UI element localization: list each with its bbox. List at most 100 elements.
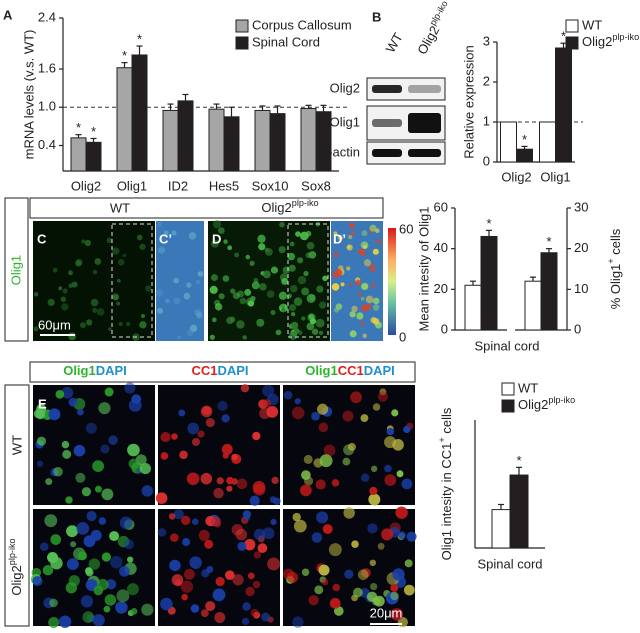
legend-swatch xyxy=(235,36,249,50)
legend-swatch xyxy=(501,382,515,396)
cell xyxy=(392,438,404,451)
cell xyxy=(141,603,154,616)
text-part: plp-iko xyxy=(7,538,17,565)
y-axis-label: Relative expression xyxy=(461,45,476,158)
cell xyxy=(62,288,68,294)
cell xyxy=(348,234,353,240)
cell xyxy=(174,579,182,587)
bar xyxy=(539,121,556,163)
cell xyxy=(322,275,328,282)
cell xyxy=(212,588,226,602)
group-label: Olig2plp-iko xyxy=(261,198,318,215)
cell xyxy=(256,318,265,327)
significance-star: * xyxy=(516,453,521,468)
text-part: Olig2 xyxy=(261,200,291,215)
text-part: plp-iko xyxy=(612,32,639,42)
cell xyxy=(335,303,343,310)
cell xyxy=(119,516,133,530)
cell xyxy=(119,565,130,577)
cell xyxy=(271,476,279,485)
cell xyxy=(288,304,297,312)
cell xyxy=(68,283,73,288)
cell xyxy=(108,435,118,445)
panel-label: D xyxy=(212,231,221,246)
cell xyxy=(331,283,340,291)
cell xyxy=(318,330,324,336)
cell xyxy=(158,246,166,254)
panel-label: A xyxy=(3,7,13,22)
cell xyxy=(158,237,163,242)
cell xyxy=(200,472,213,485)
cell xyxy=(249,495,260,506)
cell xyxy=(363,245,367,249)
bar xyxy=(524,280,542,331)
y-tick-label: 20 xyxy=(574,240,588,255)
cell xyxy=(346,244,353,251)
cell xyxy=(305,230,312,237)
cell xyxy=(270,518,277,526)
cell xyxy=(128,458,139,469)
cell xyxy=(247,300,255,307)
cell xyxy=(235,528,248,541)
cell xyxy=(369,486,378,496)
cell xyxy=(229,316,236,323)
cell xyxy=(253,551,262,559)
cell xyxy=(200,609,209,618)
bar xyxy=(162,109,179,172)
panel-label: B xyxy=(372,9,381,24)
cell xyxy=(362,333,367,339)
cell xyxy=(112,247,120,255)
text-part: Olig2 xyxy=(582,34,612,49)
significance-star: * xyxy=(137,31,142,46)
cell xyxy=(141,485,154,497)
cell xyxy=(157,528,167,537)
cell xyxy=(110,556,123,569)
cell xyxy=(182,538,191,547)
cell xyxy=(70,541,77,548)
cell xyxy=(290,285,298,293)
cell xyxy=(45,478,53,486)
cell xyxy=(245,254,251,260)
cell xyxy=(306,322,315,331)
cell xyxy=(105,579,117,590)
cell xyxy=(331,479,340,487)
cell xyxy=(173,277,179,284)
significance-star: * xyxy=(561,29,566,44)
cell xyxy=(101,488,114,501)
cell xyxy=(340,282,345,287)
colorbar xyxy=(388,228,396,335)
cell xyxy=(368,264,377,272)
cell xyxy=(77,408,84,416)
cell xyxy=(85,319,93,326)
x-tick-label: Sox8 xyxy=(301,178,331,193)
cell xyxy=(191,437,201,447)
cell xyxy=(189,556,202,569)
cell xyxy=(81,239,86,244)
cell xyxy=(332,583,341,592)
y-axis-label: Olig1 intesity in CC1+ cells xyxy=(437,407,454,560)
legend-label: Spinal Cord xyxy=(252,34,320,49)
cell xyxy=(366,591,378,602)
cell xyxy=(116,278,121,283)
cell xyxy=(225,570,235,580)
cell xyxy=(186,329,194,337)
x-axis-label: Spinal cord xyxy=(477,556,542,571)
cell xyxy=(65,496,73,504)
cell xyxy=(355,279,362,286)
cell xyxy=(33,326,39,332)
cell xyxy=(384,464,392,473)
cell xyxy=(403,584,415,596)
cell xyxy=(367,523,378,534)
bar xyxy=(315,111,332,172)
cell xyxy=(104,594,117,606)
cell xyxy=(317,403,329,415)
cell xyxy=(261,612,271,622)
cell xyxy=(349,330,357,338)
cell xyxy=(270,266,278,274)
cell xyxy=(126,583,139,596)
x-tick-label: Sox10 xyxy=(252,178,289,193)
stain-label: Olig1 xyxy=(8,255,23,285)
cell xyxy=(245,586,255,597)
cell xyxy=(68,332,77,341)
cell xyxy=(345,266,351,271)
